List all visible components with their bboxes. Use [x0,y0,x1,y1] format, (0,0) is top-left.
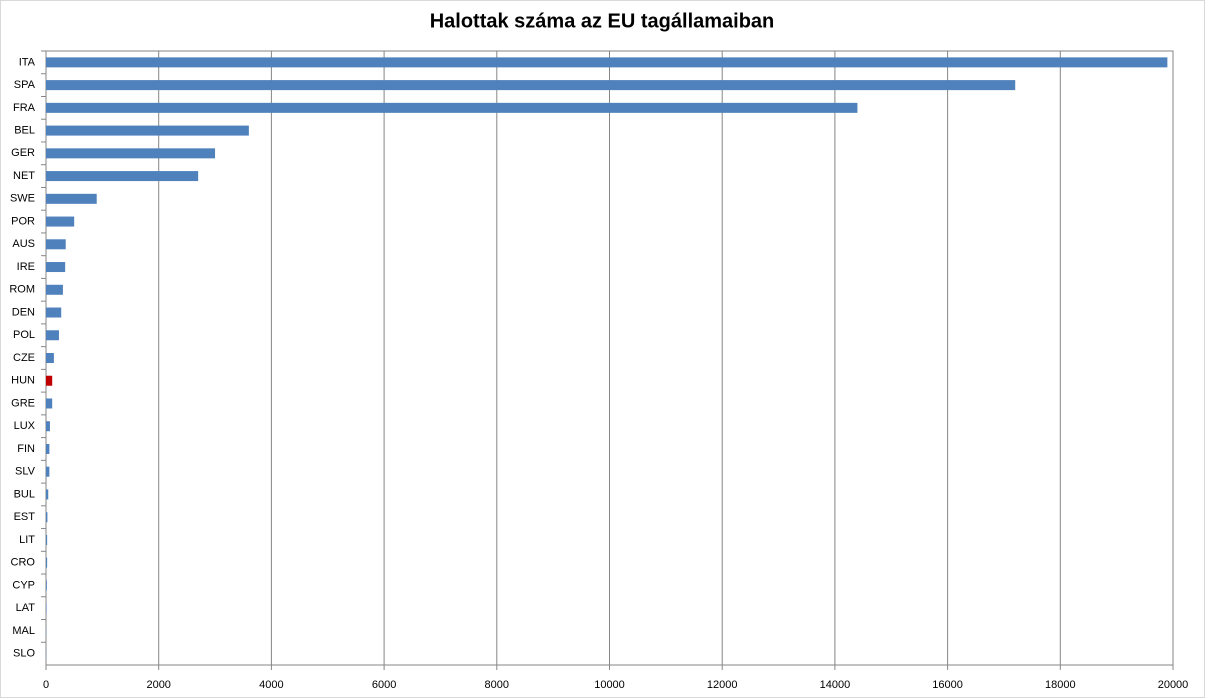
y-tick-label: BEL [14,124,35,136]
x-tick-label: 18000 [1045,679,1076,691]
bar [46,148,216,159]
x-tick-label: 20000 [1158,679,1189,691]
x-tick-label: 8000 [485,679,509,691]
bar [46,421,50,432]
bar [46,330,59,341]
y-tick-label: GER [11,147,35,159]
y-tick-label: ROM [9,284,35,296]
y-tick-label: CYP [12,579,35,591]
bar [46,262,66,273]
bar [46,216,75,227]
bar [46,102,858,113]
y-tick-label: POR [11,215,35,227]
y-tick-label: LAT [16,602,36,614]
x-tick-label: 4000 [259,679,283,691]
bar [46,193,97,204]
y-tick-label: EST [14,511,36,523]
bar [46,557,48,568]
bar [46,239,66,250]
x-tick-label: 6000 [372,679,396,691]
bar [46,443,50,454]
x-tick-label: 2000 [146,679,170,691]
chart-title: Halottak száma az EU tagállamaiban [430,10,775,32]
y-tick-label: SLV [15,466,36,478]
x-tick-label: 10000 [594,679,625,691]
x-tick-label: 12000 [707,679,738,691]
y-tick-label: POL [13,329,35,341]
bar [46,512,48,523]
y-tick-label: HUN [11,375,35,387]
x-tick-label: 14000 [820,679,851,691]
bar [46,353,54,363]
y-tick-label: SLO [13,648,35,660]
bar [46,171,199,182]
y-tick-label: NET [13,170,35,182]
y-tick-label: SWE [10,193,35,205]
bar [46,603,47,614]
bar [46,466,50,477]
y-tick-label: ITA [19,56,36,68]
bar [46,80,1016,91]
y-tick-label: FRA [13,102,36,114]
y-tick-label: GRE [11,397,35,409]
y-tick-label: MAL [12,625,35,637]
bar [46,489,49,500]
bar [46,534,48,545]
bar [46,307,62,318]
y-tick-label: IRE [17,261,35,273]
x-tick-label: 0 [43,679,49,691]
y-tick-label: SPA [14,79,36,91]
bar [46,580,47,591]
y-tick-label: LUX [14,420,36,432]
bar [46,398,53,409]
bar [46,57,1168,68]
y-tick-label: CZE [13,352,35,364]
y-tick-label: AUS [12,238,35,250]
bar [46,284,63,295]
x-tick-label: 16000 [932,679,963,691]
y-tick-label: BUL [14,488,35,500]
bar [46,125,249,136]
y-tick-label: LIT [19,534,35,546]
bar [46,375,53,386]
y-tick-label: FIN [17,443,35,455]
y-tick-label: CRO [11,557,36,569]
y-tick-label: DEN [12,306,35,318]
